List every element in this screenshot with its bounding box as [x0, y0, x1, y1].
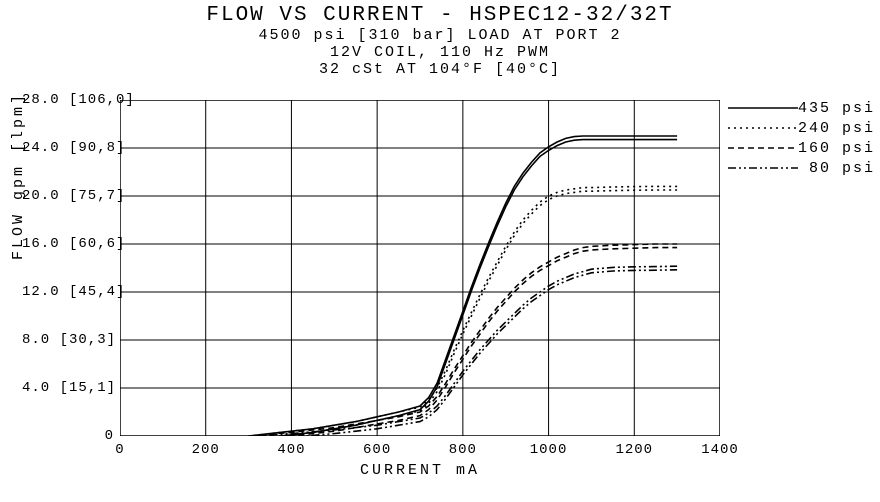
x-tick-label: 400 [266, 442, 316, 458]
x-tick-label: 1000 [524, 442, 574, 458]
y-tick-label: 4.0 [15,1] [22, 380, 114, 396]
x-tick-label: 800 [438, 442, 488, 458]
chart-subtitle-2: 12V COIL, 110 Hz PWM [0, 44, 880, 61]
x-tick-label: 1400 [695, 442, 745, 458]
legend-label: 160 psi [798, 140, 875, 157]
legend-line-icon [728, 123, 798, 133]
legend-label: 80 psi [798, 160, 875, 177]
y-tick-label: 12.0 [45,4] [22, 284, 114, 300]
legend-line-icon [728, 103, 798, 113]
flow-vs-current-chart [120, 100, 720, 436]
y-tick-label: 16.0 [60,6] [22, 236, 114, 252]
legend-item: 240 psi [728, 120, 875, 137]
x-tick-label: 1200 [609, 442, 659, 458]
legend-item: 80 psi [728, 160, 875, 177]
x-axis-label: CURRENT mA [120, 462, 720, 479]
y-tick-label: 28.0 [106,0] [22, 92, 114, 108]
y-tick-label: 24.0 [90,8] [22, 140, 114, 156]
legend-line-icon [728, 163, 798, 173]
legend-item: 435 psi [728, 100, 875, 117]
legend-label: 240 psi [798, 120, 875, 137]
title-block: FLOW VS CURRENT - HSPEC12-32/32T 4500 ps… [0, 4, 880, 78]
y-tick-label: 20.0 [75,7] [22, 188, 114, 204]
legend-line-icon [728, 143, 798, 153]
chart-title: FLOW VS CURRENT - HSPEC12-32/32T [0, 4, 880, 27]
y-axis-label: FLOW gpm [lpm] [10, 92, 27, 260]
x-tick-label: 0 [95, 442, 145, 458]
y-tick-label: 8.0 [30,3] [22, 332, 114, 348]
x-tick-label: 600 [352, 442, 402, 458]
chart-subtitle-3: 32 cSt AT 104°F [40°C] [0, 61, 880, 78]
legend-label: 435 psi [798, 100, 875, 117]
x-tick-label: 200 [181, 442, 231, 458]
chart-subtitle-1: 4500 psi [310 bar] LOAD AT PORT 2 [0, 27, 880, 44]
legend-item: 160 psi [728, 140, 875, 157]
